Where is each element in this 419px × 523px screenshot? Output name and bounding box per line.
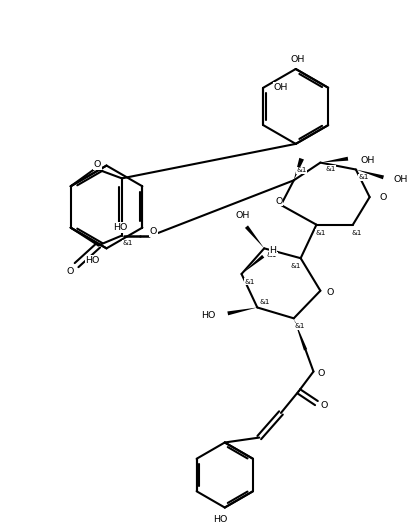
Text: HO: HO xyxy=(85,256,100,265)
Polygon shape xyxy=(321,157,348,163)
Polygon shape xyxy=(294,319,307,350)
Text: HO: HO xyxy=(213,515,227,523)
Text: OH: OH xyxy=(235,211,250,220)
Text: O: O xyxy=(93,160,101,169)
Polygon shape xyxy=(356,169,384,179)
Text: HO: HO xyxy=(201,311,215,320)
Text: &1: &1 xyxy=(359,174,369,180)
Text: &1: &1 xyxy=(267,252,277,258)
Text: HO: HO xyxy=(114,223,128,232)
Text: O: O xyxy=(321,401,328,410)
Polygon shape xyxy=(241,255,264,274)
Text: O: O xyxy=(150,227,157,236)
Text: O: O xyxy=(326,288,334,297)
Text: &1: &1 xyxy=(244,279,255,285)
Text: &1: &1 xyxy=(295,323,305,329)
Text: &1: &1 xyxy=(352,230,362,235)
Polygon shape xyxy=(245,225,264,248)
Text: &1: &1 xyxy=(260,299,270,304)
Polygon shape xyxy=(228,308,257,315)
Text: &1: &1 xyxy=(123,241,133,246)
Text: O: O xyxy=(318,369,325,378)
Text: &1: &1 xyxy=(297,167,307,174)
Text: O: O xyxy=(275,197,283,206)
Text: OH: OH xyxy=(274,83,288,92)
Polygon shape xyxy=(294,158,304,180)
Text: &1: &1 xyxy=(325,165,336,172)
Text: &1: &1 xyxy=(315,230,326,235)
Text: H: H xyxy=(269,246,277,255)
Text: OH: OH xyxy=(394,175,409,184)
Text: &1: &1 xyxy=(290,263,301,269)
Text: OH: OH xyxy=(290,54,305,64)
Text: O: O xyxy=(67,267,74,276)
Text: OH: OH xyxy=(360,156,375,165)
Text: O: O xyxy=(380,192,387,201)
